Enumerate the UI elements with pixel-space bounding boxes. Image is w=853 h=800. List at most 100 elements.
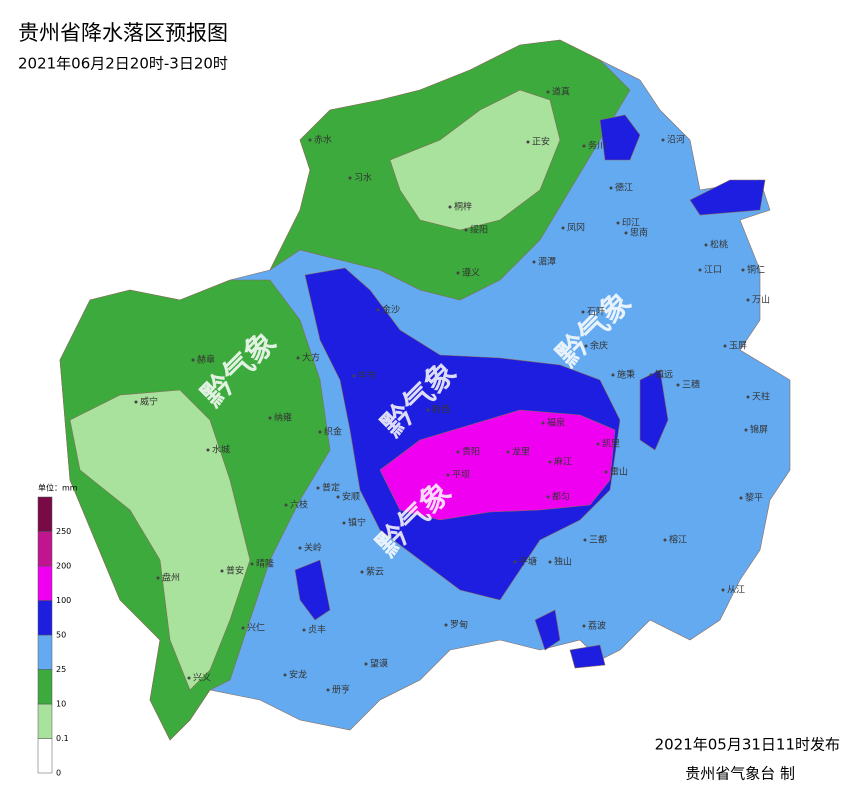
place-dot	[624, 231, 628, 235]
place-label: 望谟	[370, 658, 388, 670]
place-label: 普安	[226, 565, 244, 577]
place-label: 雷山	[610, 467, 628, 478]
rain-zones	[59, 39, 791, 741]
place-dot	[663, 538, 667, 542]
place-label: 榕江	[669, 534, 687, 546]
place-dot	[739, 496, 743, 500]
place-dot	[156, 576, 160, 580]
rain-zone	[599, 114, 641, 161]
place-dot	[134, 400, 138, 404]
place-label: 江口	[704, 265, 722, 276]
place-dot	[456, 271, 460, 275]
place-label: 普定	[322, 482, 340, 494]
place-dot	[268, 416, 272, 420]
rain-zone	[569, 644, 606, 669]
place-dot	[744, 428, 748, 432]
place-dot	[342, 521, 346, 525]
place-dot	[698, 268, 702, 272]
place-dot	[661, 138, 665, 142]
legend-unit: 单位：mm	[38, 483, 78, 493]
place-dot	[526, 140, 530, 144]
place-label: 三都	[589, 535, 607, 546]
place-dot	[546, 90, 550, 94]
place-dot	[448, 205, 452, 209]
place-label: 荔波	[588, 620, 606, 632]
place-dot	[296, 356, 300, 360]
place-label: 晴隆	[256, 558, 274, 570]
issued: 2021年05月31日11时发布	[655, 736, 840, 754]
place-label: 贞丰	[308, 624, 326, 636]
place-label: 三穗	[682, 379, 700, 391]
place-dot	[616, 221, 620, 225]
place-label: 施秉	[617, 369, 635, 381]
place-dot	[604, 470, 608, 474]
legend-label: 50	[56, 631, 66, 640]
place-dot	[741, 268, 745, 272]
place-dot	[704, 243, 708, 247]
place-label: 镇宁	[348, 517, 366, 529]
place-dot	[548, 460, 552, 464]
legend-label: 250	[56, 527, 71, 536]
legend-swatch	[37, 669, 53, 705]
place-label: 毕节	[358, 370, 376, 382]
place-dot	[187, 676, 191, 680]
place-dot	[316, 486, 320, 490]
place-dot	[649, 373, 653, 377]
place-label: 玉屏	[729, 341, 747, 352]
place-dot	[464, 228, 468, 232]
legend-swatch	[37, 738, 53, 774]
place-dot	[220, 569, 224, 573]
place-dot	[548, 560, 552, 564]
legend-label: 0.1	[56, 734, 69, 743]
place-label: 兴仁	[247, 622, 265, 634]
place-dot	[348, 176, 352, 180]
place-dot	[609, 186, 613, 190]
place-dot	[746, 395, 750, 399]
place-dot	[583, 538, 587, 542]
place-label: 盘州	[162, 572, 180, 584]
place-label: 务川	[588, 140, 606, 152]
rain-zone	[379, 409, 616, 521]
place-label: 遵义	[462, 267, 480, 279]
place-label: 从江	[727, 585, 745, 596]
place-label: 铜仁	[747, 264, 765, 276]
place-label: 松桃	[710, 239, 728, 251]
place-dot	[446, 473, 450, 477]
legend-label: 200	[56, 562, 71, 571]
place-label: 威宁	[140, 396, 158, 408]
place-label: 安顺	[342, 491, 360, 503]
place-label: 思南	[630, 227, 648, 239]
place-dot	[596, 442, 600, 446]
place-label: 织金	[324, 426, 342, 438]
place-dot	[611, 373, 615, 377]
place-label: 纳雍	[274, 412, 292, 424]
place-label: 湄潭	[538, 257, 556, 268]
place-dot	[582, 144, 586, 148]
place-label: 习水	[354, 172, 372, 184]
rain-zone	[689, 179, 766, 216]
place-dot	[191, 358, 195, 362]
place-label: 罗甸	[450, 619, 468, 631]
place-dot	[546, 495, 550, 499]
place-dot	[284, 503, 288, 507]
place-dot	[582, 624, 586, 628]
place-label: 印江	[622, 217, 640, 229]
place-dot	[532, 260, 536, 264]
place-dot	[561, 226, 565, 230]
place-label: 余庆	[590, 340, 608, 352]
place-label: 水城	[212, 444, 230, 456]
place-label: 金沙	[382, 304, 400, 316]
place-label: 独山	[554, 556, 572, 568]
place-dot	[241, 626, 245, 630]
place-dot	[302, 628, 306, 632]
legend-swatch	[37, 703, 53, 739]
rain-zone	[389, 89, 561, 231]
agency: 贵州省气象台 制	[685, 765, 795, 783]
place-label: 凯里	[602, 438, 620, 450]
place-dot	[746, 298, 750, 302]
place-label: 绥阳	[470, 225, 488, 236]
place-label: 万山	[752, 295, 770, 306]
legend-swatch	[37, 531, 53, 567]
place-label: 赤水	[314, 134, 332, 146]
place-dot	[250, 562, 254, 566]
